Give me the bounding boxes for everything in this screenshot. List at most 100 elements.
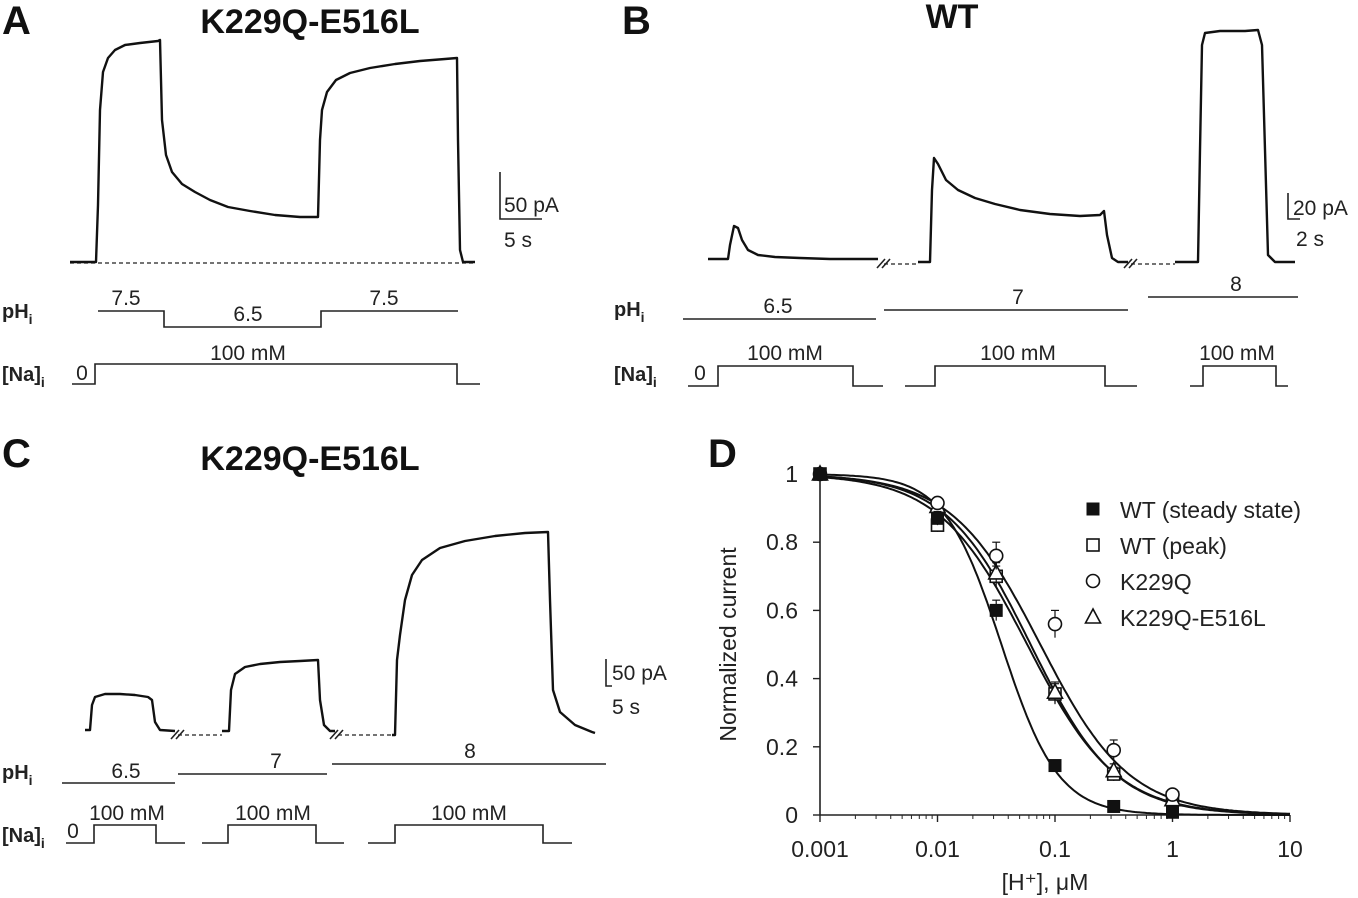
panel-c-na-3: 100 mM — [431, 802, 507, 825]
legend-label: WT (peak) — [1120, 533, 1227, 559]
panel-a-title: K229Q-E516L — [200, 3, 419, 41]
panel-c-ph-label: pHi — [2, 762, 33, 788]
panel-c-ph-1: 6.5 — [111, 760, 140, 783]
panel-a-ph-1: 7.5 — [111, 287, 140, 310]
dose-response-chart: 0.001 0.01 0.1 1 10 0 0.2 0.4 0.6 0.8 1 [H⁺], μM Nor… — [715, 461, 1303, 895]
x-axis-label: [H⁺], μM — [1002, 869, 1089, 895]
panel-a-scale-current: 50 pA — [504, 194, 559, 217]
x-tick-label: 1 — [1166, 836, 1179, 862]
y-tick-label: 0.2 — [766, 734, 798, 760]
data-point-triangle-open — [1104, 760, 1123, 778]
panel-a-na-value: 100 mM — [210, 342, 286, 365]
y-tick-label: 0.6 — [766, 597, 798, 623]
data-point-circle-open — [1047, 616, 1063, 632]
x-tick-label: 0.1 — [1039, 836, 1071, 862]
panel-c-ph-protocol — [62, 763, 606, 784]
panel-b-na-zero: 0 — [694, 362, 706, 385]
legend-marker — [1084, 607, 1102, 624]
legend-marker — [1086, 538, 1100, 552]
panel-c-ph-3: 8 — [464, 740, 476, 763]
data-point-triangle-open — [1046, 682, 1064, 700]
panel-c-title: K229Q-E516L — [200, 440, 419, 478]
data-point-triangle-open — [987, 563, 1006, 580]
data-point-circle-open — [1165, 787, 1180, 802]
panel-a-trace — [70, 38, 475, 264]
legend-marker — [1086, 502, 1100, 516]
panel-b-ph-protocol — [683, 296, 1298, 320]
panel-c-break-mark-1 — [170, 729, 185, 740]
panel-b-na-1: 100 mM — [747, 342, 823, 365]
y-tick-label: 0.4 — [766, 666, 798, 692]
data-point-square-filled — [813, 467, 827, 481]
data-point-square-filled — [1048, 759, 1062, 773]
legend-label: K229Q-E516L — [1120, 605, 1266, 631]
panel-a-na-label: [Na]i — [2, 364, 45, 390]
x-tick-label: 0.01 — [915, 836, 960, 862]
panel-c-break-mark-2 — [329, 729, 344, 740]
panel-c-scale-time: 5 s — [612, 696, 640, 719]
legend-label: K229Q — [1120, 569, 1192, 595]
panel-a-scalebar — [499, 172, 542, 220]
data-point-square-filled — [1166, 805, 1179, 819]
panel-c-ph-2: 7 — [270, 750, 282, 773]
y-tick-label: 1 — [785, 461, 798, 487]
data-point-square-filled — [931, 511, 944, 525]
panel-d: D 0.001 0.01 0.1 1 10 0 0.2 0.4 0.6 0.8 1 [H⁺], μM N… — [708, 432, 1303, 895]
panel-c-na-2: 100 mM — [235, 802, 311, 825]
x-tick-label: 0.001 — [791, 836, 849, 862]
y-axis-label: Normalized current — [715, 547, 741, 742]
panel-b-na-protocol — [688, 365, 1288, 387]
panel-b-na-2: 100 mM — [980, 342, 1056, 365]
data-point-square-filled — [1107, 799, 1121, 813]
y-tick-label: 0.8 — [766, 529, 798, 555]
legend-label: WT (steady state) — [1120, 497, 1301, 523]
panel-c-na-protocol — [66, 824, 572, 844]
panel-a-ph-label: pHi — [2, 301, 33, 327]
panel-a-ph-2: 6.5 — [233, 303, 262, 326]
fit-curve-3 — [819, 475, 1291, 815]
panel-a: A K229Q-E516L 50 pA 5 s pHi 7.5 6.5 7.5 … — [2, 0, 559, 390]
panel-b-ph-3: 8 — [1230, 273, 1242, 296]
data-point-circle-open — [1106, 742, 1122, 758]
data-point-circle-open — [930, 495, 945, 511]
panel-b-scale-current: 20 pA — [1293, 197, 1348, 220]
panel-c-na-1: 100 mM — [89, 802, 165, 825]
panel-b-title: WT — [926, 0, 979, 36]
panel-c-trace-3 — [392, 530, 596, 737]
panel-b-na-label: [Na]i — [614, 364, 657, 390]
data-point-square-filled — [989, 603, 1003, 617]
panel-b-ph-1: 6.5 — [763, 295, 792, 318]
panel-c-scale-current: 50 pA — [612, 662, 667, 685]
panel-a-na-zero: 0 — [76, 362, 88, 385]
panel-b-trace-1 — [708, 224, 878, 261]
panel-c: C K229Q-E516L 50 pA 5 s pHi 6.5 7 8 [Na]… — [2, 432, 667, 851]
panel-b-trace-2 — [918, 156, 1128, 264]
panel-a-ph-protocol — [98, 310, 458, 328]
panel-c-scalebar — [605, 659, 612, 687]
x-tick-label: 10 — [1277, 836, 1303, 862]
panel-b-letter: B — [622, 0, 651, 43]
panel-c-trace-1 — [85, 692, 176, 733]
panel-d-letter: D — [708, 432, 737, 476]
panel-c-trace-2 — [222, 658, 335, 733]
panel-b-scalebar — [1287, 193, 1300, 220]
panel-b: B WT 20 pA 2 s pHi 6.5 7 8 [Na]i 0 100 m… — [614, 0, 1348, 390]
panel-b-break-mark-1 — [876, 258, 891, 269]
data-point-circle-open — [988, 548, 1004, 564]
y-tick-label: 0 — [785, 802, 798, 828]
panel-c-letter: C — [2, 432, 31, 476]
panel-a-na-protocol — [72, 363, 480, 385]
panel-b-ph-2: 7 — [1012, 286, 1024, 309]
legend-marker — [1085, 573, 1101, 589]
panel-a-scale-time: 5 s — [504, 229, 532, 252]
panel-b-break-mark-2 — [1123, 258, 1138, 269]
panel-b-ph-label: pHi — [614, 299, 645, 325]
panel-b-scale-time: 2 s — [1296, 228, 1324, 251]
panel-c-na-zero: 0 — [67, 820, 79, 843]
panel-b-na-3: 100 mM — [1199, 342, 1275, 365]
panel-c-na-label: [Na]i — [2, 825, 45, 851]
panel-a-ph-3: 7.5 — [369, 287, 398, 310]
panel-b-trace-3 — [1175, 28, 1295, 264]
panel-a-letter: A — [2, 0, 31, 43]
